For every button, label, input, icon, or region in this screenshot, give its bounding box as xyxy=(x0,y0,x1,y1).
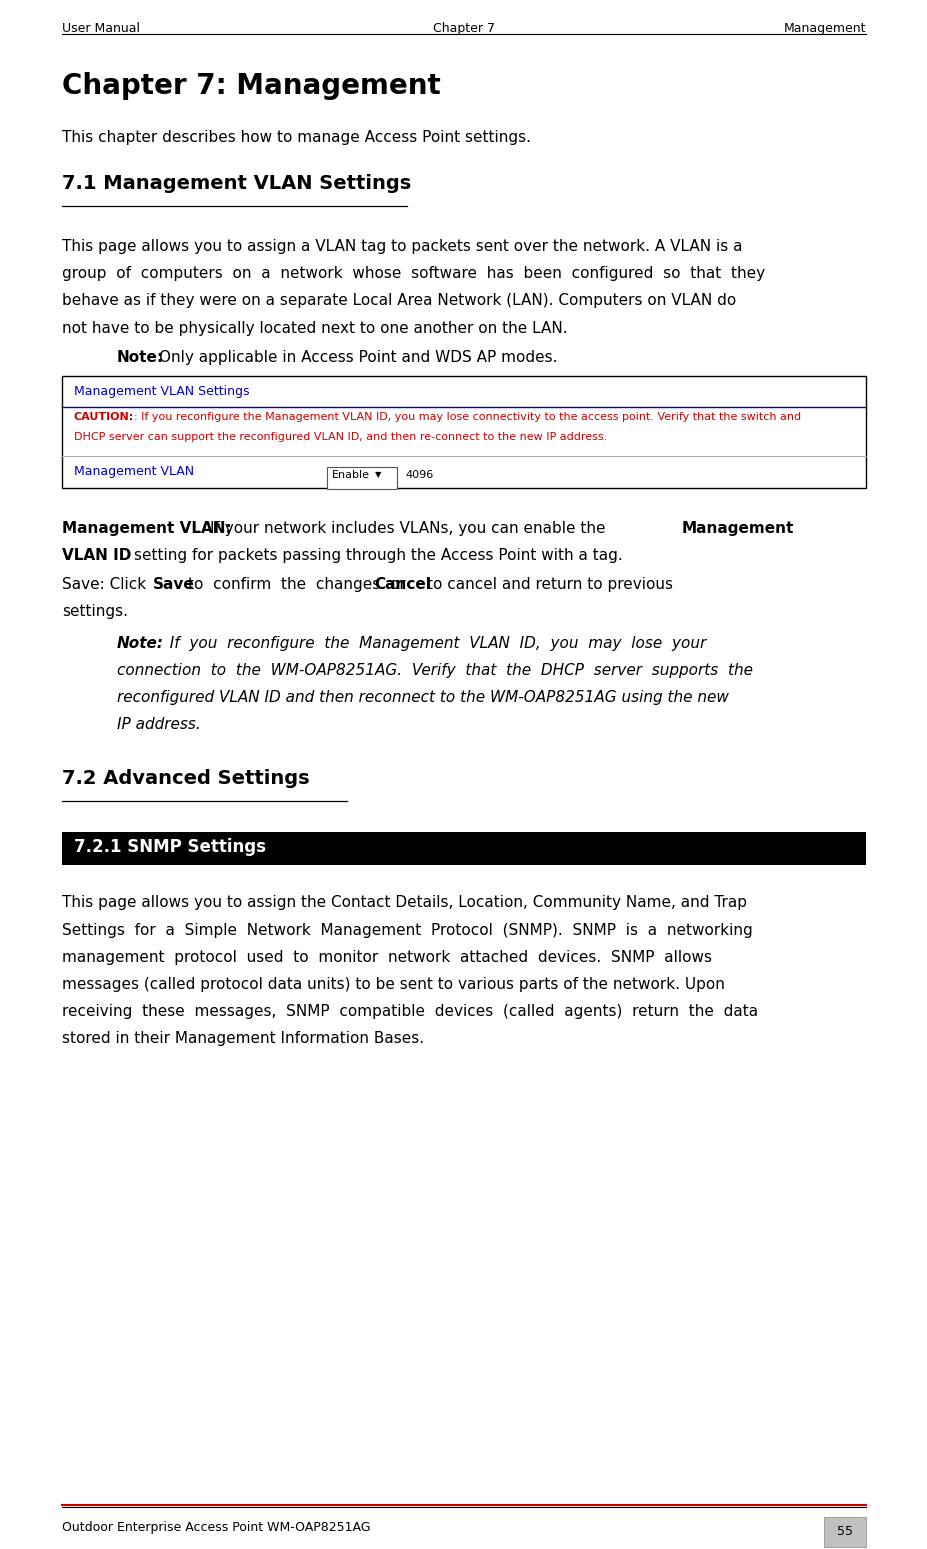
Text: If your network includes VLANs, you can enable the: If your network includes VLANs, you can … xyxy=(210,520,604,536)
Text: stored in their Management Information Bases.: stored in their Management Information B… xyxy=(62,1032,424,1047)
Bar xyxy=(62,376,865,488)
Text: behave as if they were on a separate Local Area Network (LAN). Computers on VLAN: behave as if they were on a separate Loc… xyxy=(62,293,735,308)
Text: connection  to  the  WM-OAP8251AG.  Verify  that  the  DHCP  server  supports  t: connection to the WM-OAP8251AG. Verify t… xyxy=(117,663,752,678)
Text: DHCP server can support the reconfigured VLAN ID, and then re-connect to the new: DHCP server can support the reconfigured… xyxy=(74,432,606,441)
Text: Management: Management xyxy=(681,520,794,536)
Text: Management: Management xyxy=(782,22,865,36)
Text: This page allows you to assign the Contact Details, Location, Community Name, an: This page allows you to assign the Conta… xyxy=(62,895,746,911)
Text: 7.1 Management VLAN Settings: 7.1 Management VLAN Settings xyxy=(62,173,411,194)
Text: IP address.: IP address. xyxy=(117,717,200,733)
Text: group  of  computers  on  a  network  whose  software  has  been  configured  so: group of computers on a network whose so… xyxy=(62,266,764,282)
Text: Chapter 7: Management: Chapter 7: Management xyxy=(62,71,440,101)
Text: VLAN ID: VLAN ID xyxy=(62,548,132,562)
Text: Outdoor Enterprise Access Point WM-OAP8251AG: Outdoor Enterprise Access Point WM-OAP82… xyxy=(62,1521,370,1534)
Text: Save: Click: Save: Click xyxy=(62,578,146,592)
Text: Management VLAN: Management VLAN xyxy=(74,465,194,477)
Text: 4096: 4096 xyxy=(404,469,433,480)
Text: : If you reconfigure the Management VLAN ID, you may lose connectivity to the ac: : If you reconfigure the Management VLAN… xyxy=(133,412,800,421)
Text: Cancel: Cancel xyxy=(374,578,430,592)
Text: CAUTION:: CAUTION: xyxy=(74,412,134,421)
Text: not have to be physically located next to one another on the LAN.: not have to be physically located next t… xyxy=(62,321,567,336)
Text: Save: Save xyxy=(153,578,195,592)
Text: User Manual: User Manual xyxy=(62,22,140,36)
Text: receiving  these  messages,  SNMP  compatible  devices  (called  agents)  return: receiving these messages, SNMP compatibl… xyxy=(62,1004,757,1019)
Text: This chapter describes how to manage Access Point settings.: This chapter describes how to manage Acc… xyxy=(62,130,530,146)
Bar xyxy=(326,466,397,489)
Text: Management VLAN Settings: Management VLAN Settings xyxy=(74,384,249,398)
Text: to  confirm  the  changes  or: to confirm the changes or xyxy=(188,578,405,592)
Text: Note:: Note: xyxy=(117,350,164,366)
Text: messages (called protocol data units) to be sent to various parts of the network: messages (called protocol data units) to… xyxy=(62,977,724,991)
Text: Enable: Enable xyxy=(332,469,370,480)
Text: 7.2 Advanced Settings: 7.2 Advanced Settings xyxy=(62,770,310,788)
Text: Note:: Note: xyxy=(117,635,164,651)
Text: If  you  reconfigure  the  Management  VLAN  ID,  you  may  lose  your: If you reconfigure the Management VLAN I… xyxy=(159,635,705,651)
Bar xyxy=(62,832,865,866)
Text: Only applicable in Access Point and WDS AP modes.: Only applicable in Access Point and WDS … xyxy=(159,350,557,366)
Text: Settings  for  a  Simple  Network  Management  Protocol  (SNMP).  SNMP  is  a  n: Settings for a Simple Network Management… xyxy=(62,923,752,937)
Text: Chapter 7: Chapter 7 xyxy=(433,22,494,36)
Bar xyxy=(823,1516,865,1546)
Text: to cancel and return to previous: to cancel and return to previous xyxy=(426,578,672,592)
Text: management  protocol  used  to  monitor  network  attached  devices.  SNMP  allo: management protocol used to monitor netw… xyxy=(62,950,711,965)
Text: settings.: settings. xyxy=(62,604,128,620)
Text: 55: 55 xyxy=(836,1526,852,1538)
Text: This page allows you to assign a VLAN tag to packets sent over the network. A VL: This page allows you to assign a VLAN ta… xyxy=(62,239,742,254)
Text: Management VLAN:: Management VLAN: xyxy=(62,520,232,536)
Text: reconfigured VLAN ID and then reconnect to the WM-OAP8251AG using the new: reconfigured VLAN ID and then reconnect … xyxy=(117,689,728,705)
Text: 7.2.1 SNMP Settings: 7.2.1 SNMP Settings xyxy=(74,838,266,857)
Text: setting for packets passing through the Access Point with a tag.: setting for packets passing through the … xyxy=(133,548,622,562)
Text: ▼: ▼ xyxy=(375,469,381,479)
